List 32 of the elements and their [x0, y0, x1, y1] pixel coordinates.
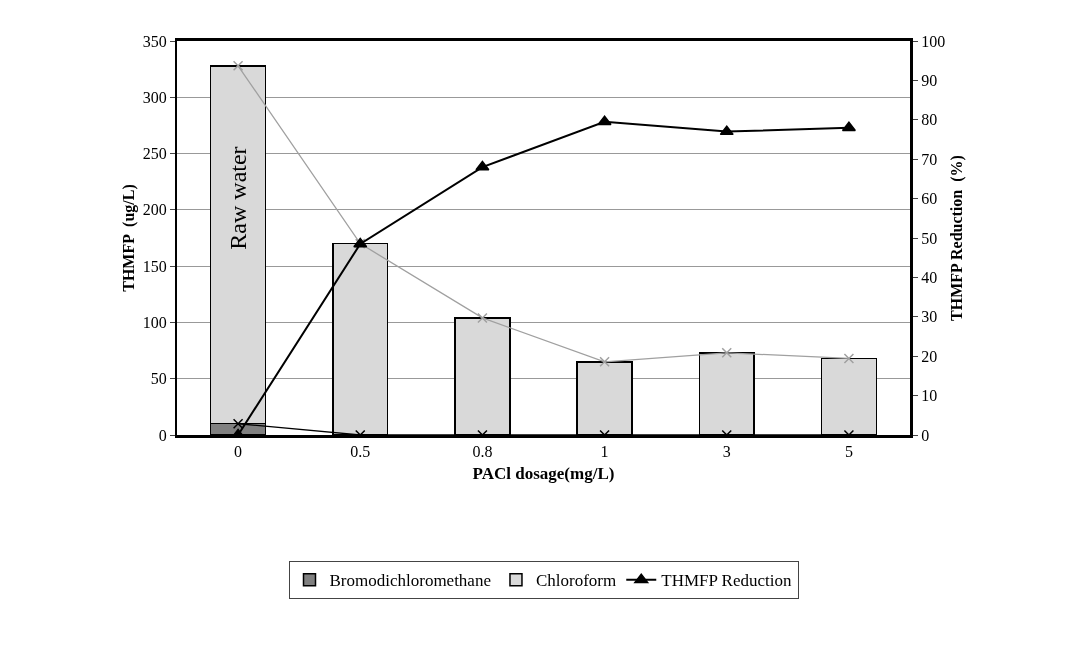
y2-tick-label: 80	[921, 111, 938, 129]
legend-label: Bromodichloromethane	[329, 571, 491, 591]
y2-axis-title: THMFP Reduction (%)	[948, 155, 966, 321]
x-tick-label: 5	[844, 443, 853, 461]
y2-tick-label: 10	[921, 387, 938, 405]
x-tick-label: 0	[234, 443, 243, 461]
x-tick-label: 1	[600, 443, 609, 461]
legend-label: Chloroform	[535, 571, 617, 591]
y-axis-title: THMFP (ug/L)	[120, 184, 138, 292]
x-tick-label: 0.8	[472, 443, 493, 461]
x-tick-label: 3	[722, 443, 731, 461]
y-tick-label: 0	[158, 426, 167, 444]
x-tick-label: 0.5	[350, 443, 371, 461]
y-tick-label: 150	[142, 257, 167, 275]
y2-tick-label: 50	[921, 229, 938, 247]
y-tick-label: 200	[142, 201, 167, 219]
y-tick-label: 100	[142, 314, 167, 332]
y2-tick-label: 30	[921, 308, 938, 326]
y-tick-label: 50	[150, 370, 167, 388]
y2-tick-label: 90	[921, 72, 938, 89]
y2-tick-label: 70	[921, 150, 938, 168]
annotation: Raw water	[225, 146, 252, 250]
y-tick-label: 350	[142, 32, 167, 50]
y2-tick-label: 0	[921, 426, 930, 444]
x-axis-title: PACl dosage(mg/L)	[472, 463, 615, 483]
y-tick-label: 250	[142, 145, 167, 163]
y2-tick-label: 20	[921, 347, 938, 365]
y2-tick-label: 40	[921, 269, 938, 286]
legend-label: THMFP Reduction	[661, 571, 792, 591]
y2-tick-label: 100	[921, 32, 946, 50]
y2-tick-label: 60	[921, 190, 938, 208]
y-tick-label: 300	[142, 88, 167, 106]
